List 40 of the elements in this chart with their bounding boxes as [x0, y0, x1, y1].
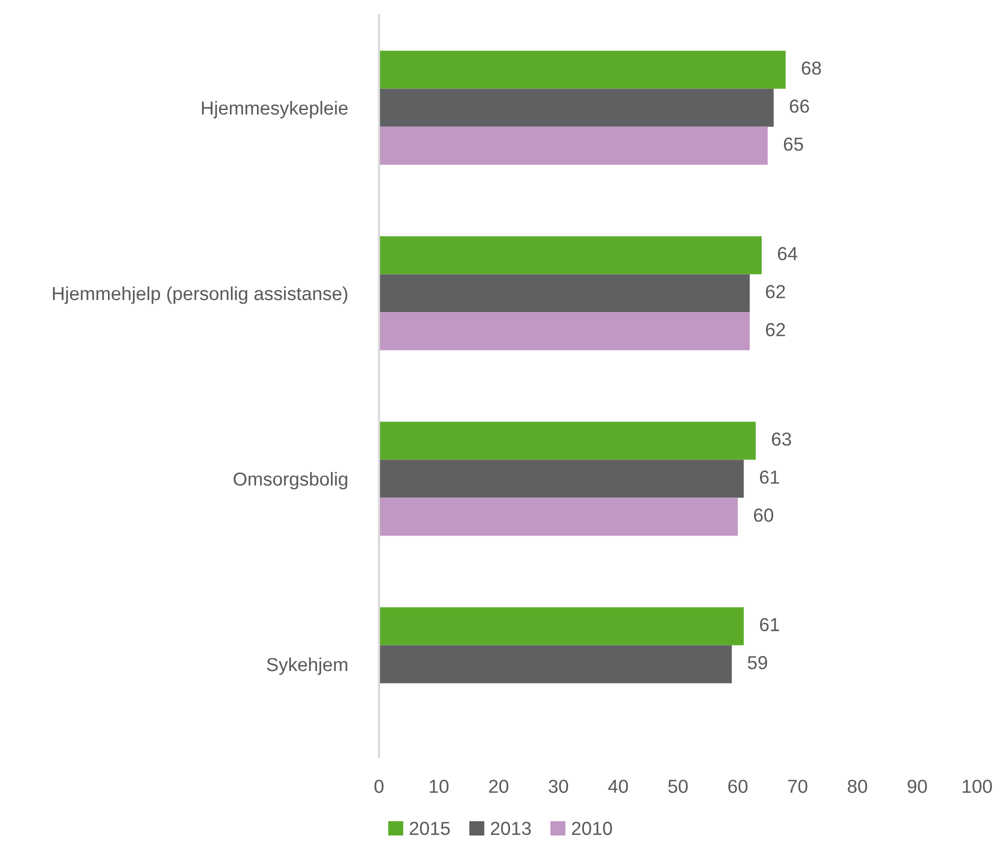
x-tick-label: 70	[788, 780, 808, 793]
bar	[379, 645, 732, 684]
x-tick-label: 90	[908, 780, 927, 793]
x-tick-label: 60	[728, 780, 748, 793]
bar	[379, 126, 768, 165]
data-label: 65	[784, 138, 804, 151]
data-label: 61	[760, 618, 779, 632]
data-label: 68	[802, 61, 821, 75]
y-tick-label: Sykehjem	[266, 657, 348, 675]
bar	[379, 274, 750, 312]
y-tick-label: Hjemmehjelp (personlig assistanse)	[53, 286, 348, 304]
data-label: 63	[772, 432, 792, 446]
x-tick-label: 100	[962, 780, 992, 793]
x-tick-label: 10	[430, 780, 448, 793]
x-tick-label: 0	[374, 780, 384, 793]
data-label: 62	[766, 285, 785, 298]
x-tick-label: 20	[489, 780, 508, 793]
bar	[379, 236, 762, 274]
x-tick-label: 30	[548, 780, 568, 793]
bar	[379, 312, 750, 350]
bar	[379, 498, 738, 536]
x-tick-label: 40	[608, 780, 628, 793]
data-label: 62	[766, 323, 785, 336]
bar	[379, 50, 786, 89]
bar	[379, 607, 744, 646]
x-tick-label: 50	[668, 780, 688, 793]
y-tick-label: Hjemmesykepleie	[202, 100, 348, 118]
bar	[379, 422, 756, 460]
data-label: 60	[754, 508, 774, 522]
data-label: 61	[760, 470, 779, 484]
legend-label: 2013	[490, 822, 531, 836]
y-tick-label: Omsorgsbolig	[234, 472, 348, 490]
data-label: 64	[778, 246, 798, 260]
bar	[379, 460, 744, 498]
legend-label: 2010	[572, 822, 612, 836]
x-tick-label: 80	[848, 780, 868, 793]
legend-label: 2015	[410, 822, 450, 836]
bar	[379, 88, 774, 127]
data-label: 59	[748, 656, 768, 670]
data-label: 66	[790, 100, 809, 113]
